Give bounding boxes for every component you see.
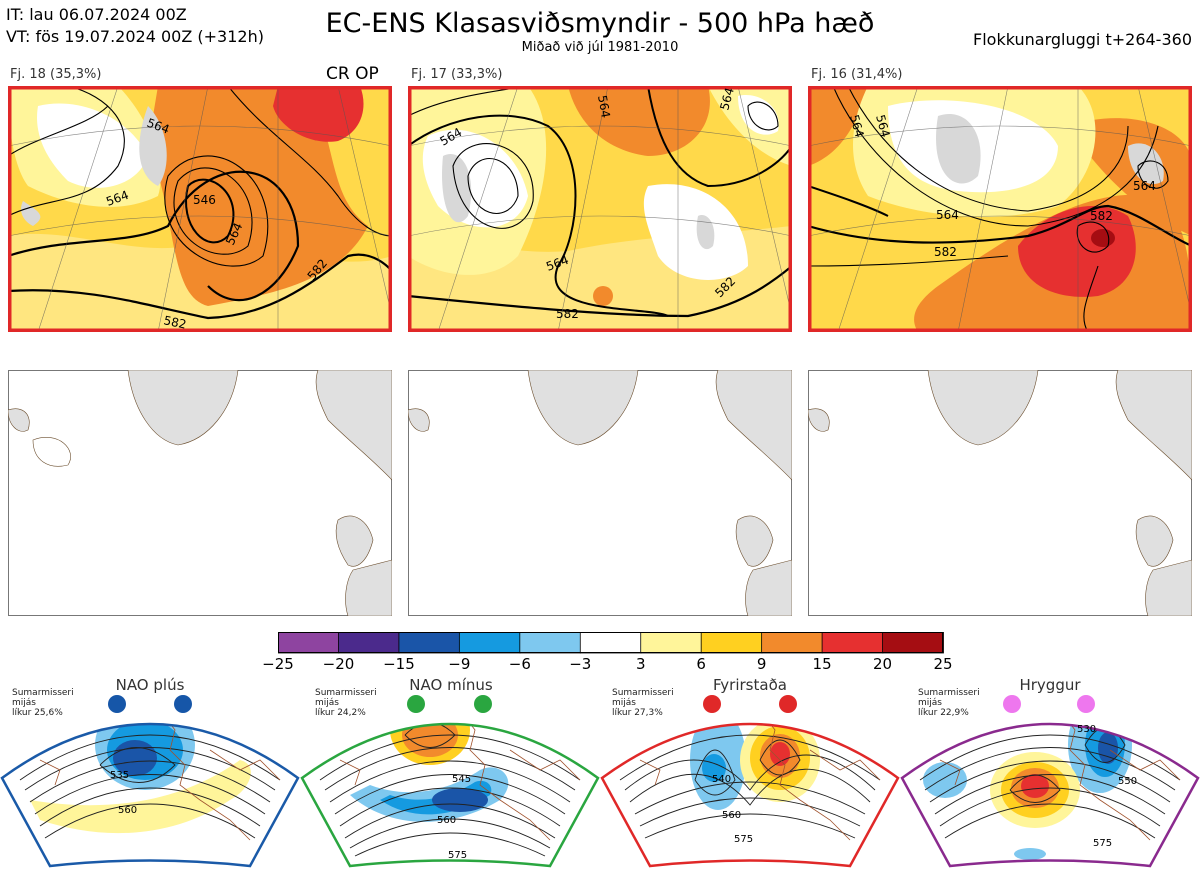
regime-2-contour-label: 545 [452, 774, 471, 785]
forecast-times: IT: lau 06.07.2024 00Z VT: fös 19.07.202… [6, 4, 264, 48]
colorbar-cell [700, 632, 763, 654]
regime-1-contour-label: 560 [118, 805, 137, 816]
colorbar-cell [338, 632, 400, 654]
regime-2-map: 545 560 575 [300, 695, 600, 868]
page-title: EC-ENS Klasasviðsmyndir - 500 hPa hæð [325, 8, 875, 39]
colorbar-label: 3 [635, 655, 646, 673]
initial-time: IT: lau 06.07.2024 00Z [6, 5, 187, 24]
colorbar-label: 20 [872, 655, 893, 673]
cluster-3-label: Fj. 16 (31,4%) [811, 67, 903, 82]
colorbar-label: −25 [262, 655, 294, 673]
regime-3-title: Fyrirstaða [713, 676, 787, 694]
colorbar-label: −15 [383, 655, 415, 673]
regime-2-note: Sumarmisseri mijás líkur 24,2% [315, 688, 377, 718]
cluster-3-contour-label: 564 [847, 113, 866, 139]
colorbar-cell [821, 632, 884, 654]
regime-3-contour-label: 575 [734, 834, 753, 845]
regime-2-title: NAO mínus [409, 676, 493, 694]
colorbar-label: 9 [756, 655, 767, 673]
colorbar-cell [882, 632, 944, 654]
cluster-3-contour-label: 564 [873, 113, 892, 139]
regime-4-contour-label: 575 [1093, 838, 1112, 849]
background-map-3 [808, 370, 1192, 616]
cluster-1-contour-label: 546 [193, 193, 216, 207]
colorbar-cell [458, 632, 521, 654]
colorbar-label: −9 [448, 655, 471, 673]
cluster-1-badge: CR OP [326, 64, 379, 84]
cluster-1-map: 564 546 564 564 582 582 [8, 86, 392, 332]
regime-4-note: Sumarmisseri mijás líkur 22,9% [918, 688, 980, 718]
colorbar-cell [519, 632, 582, 654]
regime-3-note: Sumarmisseri mijás líkur 27,3% [612, 688, 674, 718]
regime-1-contour-label: 535 [110, 770, 129, 781]
cluster-2-map: 564 564 564 564 582 582 [408, 86, 792, 332]
regime-1-note: Sumarmisseri mijás líkur 25,6% [12, 688, 74, 718]
cluster-2-contour-label: 564 [717, 86, 736, 112]
cluster-3-contour-label: 564 [936, 208, 959, 222]
colorbar-label: 6 [696, 655, 706, 673]
colorbar-cell [579, 632, 642, 654]
regime-4-title: Hryggur [1019, 676, 1081, 694]
cluster-3-contour-label: 582 [934, 245, 957, 259]
colorbar-cell [278, 632, 340, 654]
colorbar-label: −6 [508, 655, 531, 673]
cluster-2-contour-label: 582 [556, 307, 579, 321]
cluster-2-contour-label: 564 [595, 94, 613, 119]
colorbar-cell [761, 632, 823, 654]
regime-1-map: 535 560 [0, 695, 300, 868]
background-map-2 [408, 370, 792, 616]
regime-4-contour-label: 550 [1118, 776, 1137, 787]
regime-3-contour-label: 540 [712, 774, 731, 785]
colorbar [278, 632, 944, 654]
cluster-3-map: 564 564 564 564 582 582 [808, 86, 1192, 332]
regime-4-map: 530 550 575 [900, 695, 1200, 868]
cluster-1-contour-label: 582 [162, 313, 187, 331]
colorbar-label: 25 [933, 655, 953, 673]
cluster-window: Flokkunargluggi t+264-360 [973, 30, 1192, 49]
regime-3-contour-label: 560 [722, 810, 741, 821]
colorbar-cell [398, 632, 461, 654]
background-map-1 [8, 370, 392, 616]
colorbar-cell [640, 632, 703, 654]
regime-2-contour-label: 560 [437, 815, 456, 826]
colorbar-label: −20 [322, 655, 355, 673]
page-subtitle: Miðað við júl 1981-2010 [521, 40, 679, 55]
valid-time: VT: fös 19.07.2024 00Z (+312h) [6, 27, 264, 46]
cluster-3-contour-label: 582 [1090, 209, 1113, 223]
cluster-3-contour-label: 564 [1133, 179, 1156, 193]
regime-4-contour-label: 530 [1077, 724, 1096, 735]
cluster-2-label: Fj. 17 (33,3%) [411, 67, 503, 82]
regime-2-contour-label: 575 [448, 850, 467, 861]
colorbar-label: −3 [569, 655, 592, 673]
regime-1-title: NAO plús [115, 676, 185, 694]
colorbar-label: 15 [812, 655, 832, 673]
cluster-1-label: Fj. 18 (35,3%) [10, 67, 102, 82]
regime-3-map: 540 560 575 [600, 695, 900, 868]
